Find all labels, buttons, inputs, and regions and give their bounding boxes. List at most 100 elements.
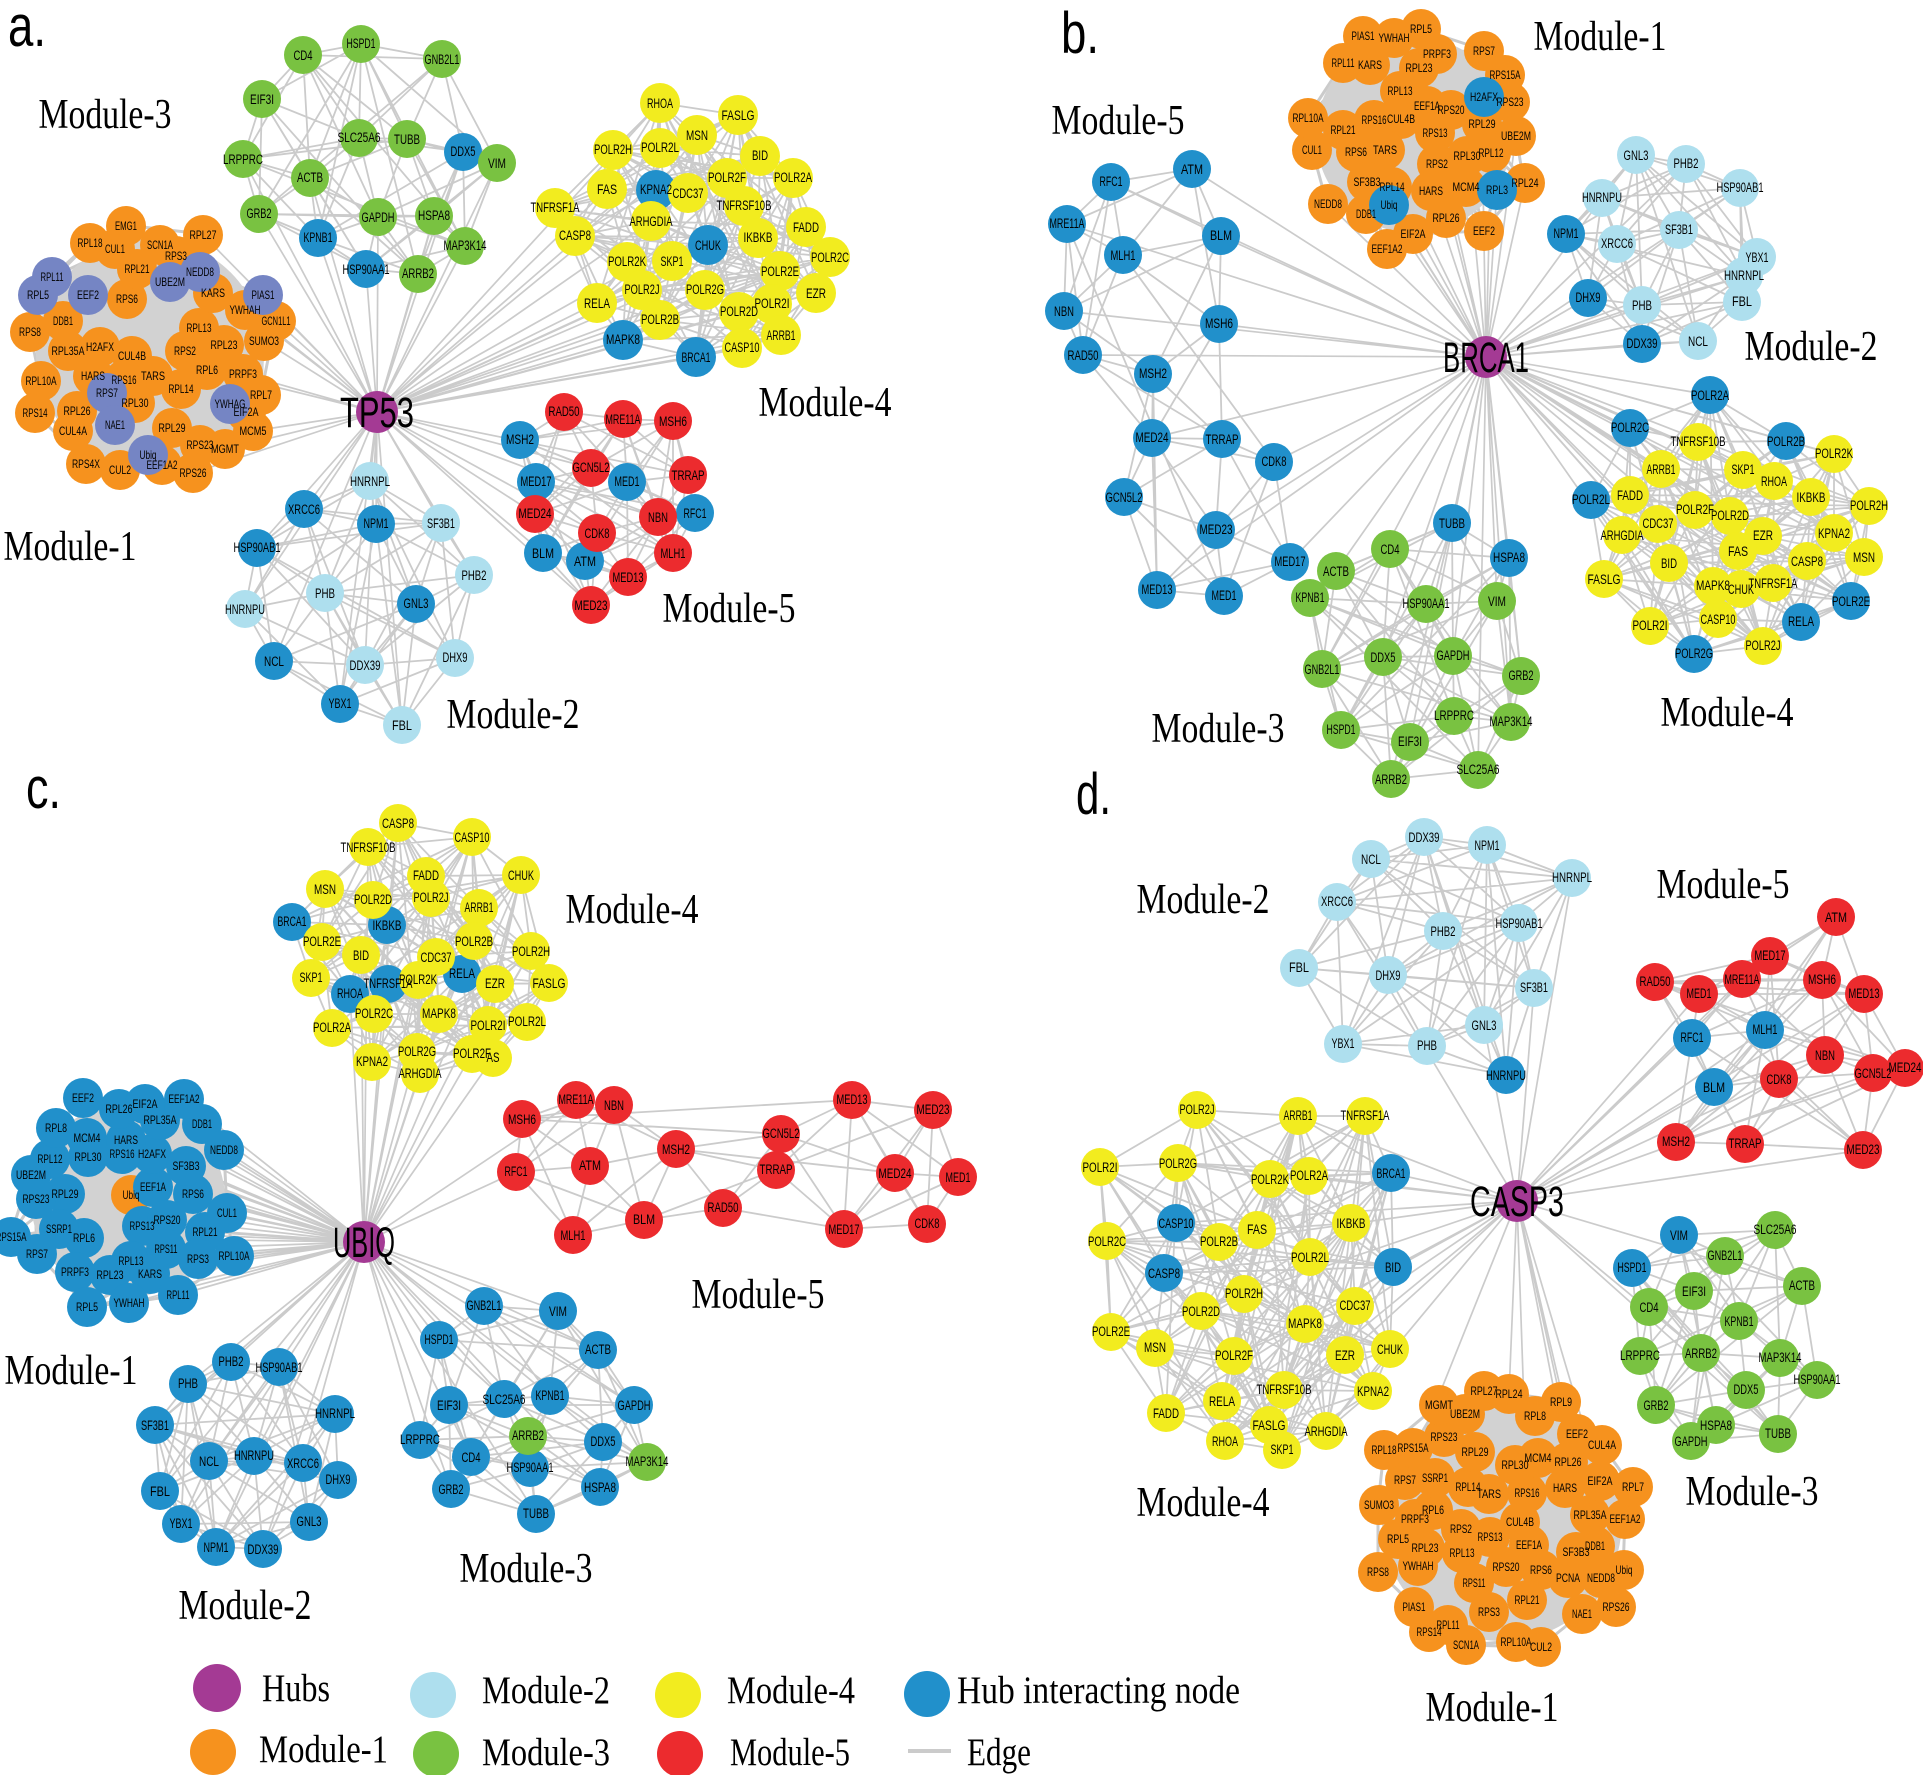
svg-text:RPS2: RPS2 [1450,1522,1472,1536]
svg-text:MSH2: MSH2 [662,1142,690,1157]
svg-text:SSRP1: SSRP1 [46,1222,72,1236]
svg-text:POLR2J: POLR2J [625,282,660,297]
svg-text:GRB2: GRB2 [1644,1398,1669,1413]
svg-text:MAPK8: MAPK8 [606,332,640,347]
svg-text:RPS7: RPS7 [26,1247,48,1261]
svg-text:EEF1A2: EEF1A2 [169,1092,200,1106]
svg-text:POLR2K: POLR2K [399,972,437,987]
svg-text:RPS15A: RPS15A [1490,68,1521,82]
svg-text:HSPA8: HSPA8 [1700,1418,1732,1433]
svg-text:RPL8: RPL8 [1524,1409,1546,1423]
svg-text:FAS: FAS [1247,1222,1267,1237]
svg-text:POLR2E: POLR2E [1832,594,1870,609]
svg-text:POLR2K: POLR2K [608,254,646,269]
svg-text:ACTB: ACTB [297,170,323,185]
svg-text:HNRNPL: HNRNPL [350,474,390,489]
svg-text:RPS23: RPS23 [23,1192,50,1206]
svg-text:DHX9: DHX9 [1576,290,1601,305]
svg-text:RPS16: RPS16 [112,373,137,387]
svg-text:Module-5: Module-5 [1052,98,1185,144]
svg-text:EIF2A: EIF2A [1401,227,1426,241]
svg-text:FBL: FBL [1732,294,1752,309]
svg-text:RPL23: RPL23 [211,338,238,352]
svg-text:RPL30: RPL30 [122,396,149,410]
svg-text:TNFRSF10B: TNFRSF10B [717,198,772,213]
svg-text:FASLG: FASLG [1253,1418,1286,1433]
svg-text:DDX39: DDX39 [1409,830,1440,845]
svg-text:POLR2H: POLR2H [594,142,632,157]
svg-text:ARRB1: ARRB1 [1284,1108,1313,1123]
svg-text:ARRB1: ARRB1 [465,900,494,915]
svg-text:d.: d. [1076,762,1111,827]
svg-text:HSPD1: HSPD1 [1327,722,1356,737]
svg-text:Module-5: Module-5 [730,1731,850,1774]
svg-text:YBX1: YBX1 [329,696,352,711]
svg-text:RAD50: RAD50 [708,1200,739,1215]
svg-text:DHX9: DHX9 [443,650,468,665]
svg-text:H2AFX: H2AFX [86,340,114,354]
svg-text:MED17: MED17 [829,1222,860,1237]
svg-text:IKBKB: IKBKB [1337,1216,1366,1231]
svg-text:EZR: EZR [806,286,826,301]
svg-text:BLM: BLM [633,1212,655,1227]
svg-text:RPL13: RPL13 [187,321,212,335]
svg-text:RPL29: RPL29 [1469,117,1496,131]
svg-text:EZR: EZR [485,976,505,991]
svg-text:RPS15A: RPS15A [1398,1441,1429,1455]
svg-text:PHB: PHB [178,1376,198,1391]
svg-text:MED13: MED13 [1142,582,1173,597]
svg-text:BID: BID [353,948,369,963]
svg-text:RELA: RELA [1209,1394,1235,1409]
svg-text:RPS7: RPS7 [1473,44,1495,58]
svg-text:TARS: TARS [1477,1487,1501,1501]
svg-text:RPL3: RPL3 [1486,183,1508,197]
svg-text:FBL: FBL [1289,960,1309,975]
svg-text:RFC1: RFC1 [1100,174,1123,189]
svg-text:RPS13: RPS13 [1478,1530,1503,1544]
svg-text:MSN: MSN [1144,1340,1166,1355]
svg-text:RPL6: RPL6 [196,363,218,377]
svg-text:Module-4: Module-4 [727,1669,855,1712]
svg-text:GRB2: GRB2 [1509,668,1534,683]
svg-text:MED23: MED23 [575,598,608,613]
svg-text:HNRNPL: HNRNPL [1724,268,1764,283]
svg-text:MCM4: MCM4 [74,1131,101,1145]
svg-text:POLR2C: POLR2C [811,250,849,265]
svg-text:RPS3: RPS3 [165,249,187,263]
svg-text:PRPF3: PRPF3 [229,367,257,381]
svg-text:TARS: TARS [141,369,165,383]
svg-text:POLR2E: POLR2E [761,264,799,279]
svg-text:GCN5L2: GCN5L2 [1855,1066,1892,1081]
svg-text:CDC37: CDC37 [1340,1298,1371,1313]
svg-text:RPL35A: RPL35A [1574,1508,1607,1522]
svg-text:RPS14: RPS14 [1417,1625,1442,1639]
svg-text:RPL12: RPL12 [1479,146,1504,160]
svg-text:CUL4B: CUL4B [118,349,146,363]
svg-text:KARS: KARS [201,286,225,300]
svg-text:NPM1: NPM1 [1554,226,1579,241]
svg-text:RPS14: RPS14 [23,406,48,420]
svg-text:MSH6: MSH6 [1205,316,1233,331]
svg-text:YWHAG: YWHAG [215,397,246,411]
svg-text:HNRNPU: HNRNPU [225,602,265,617]
svg-text:MED23: MED23 [1847,1142,1880,1157]
svg-text:POLR2A: POLR2A [1691,388,1729,403]
svg-text:PRPF3: PRPF3 [1401,1512,1429,1526]
svg-text:Edge: Edge [967,1731,1031,1774]
svg-text:YWHAH: YWHAH [114,1296,145,1310]
svg-text:TRRAP: TRRAP [760,1162,793,1177]
svg-text:RPS6: RPS6 [1345,145,1367,159]
svg-text:CDC37: CDC37 [673,186,704,201]
svg-text:Module-5: Module-5 [663,586,796,632]
svg-text:PRPF3: PRPF3 [1423,47,1451,61]
svg-text:DDX5: DDX5 [451,144,476,159]
svg-text:Hub interacting node: Hub interacting node [957,1669,1240,1712]
svg-text:RPL11: RPL11 [1437,1618,1460,1632]
svg-text:POLR2L: POLR2L [641,140,679,155]
svg-text:H2AFX: H2AFX [138,1147,166,1161]
svg-text:EEF1A2: EEF1A2 [1610,1512,1641,1526]
svg-text:FADD: FADD [413,868,439,883]
svg-text:Hubs: Hubs [262,1667,330,1710]
svg-text:TNFRSF1A: TNFRSF1A [531,200,580,215]
svg-text:PRPF3: PRPF3 [61,1265,89,1279]
